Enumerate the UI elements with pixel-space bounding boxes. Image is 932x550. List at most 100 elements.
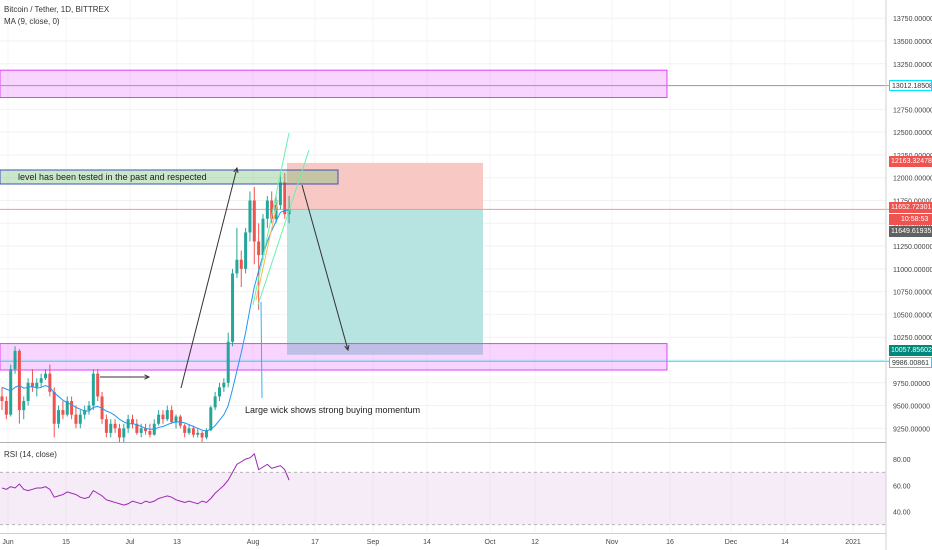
candle-body	[96, 373, 100, 397]
candle-body	[191, 428, 195, 435]
candle-body	[30, 382, 34, 388]
candle-body	[261, 218, 265, 256]
price-tick-label: 12000.00000	[893, 176, 932, 183]
time-axis[interactable]: Jun 15 Jul 13 Aug 17 Sep 14 Oct 12 Nov 16 Dec 14 2021	[2, 539, 861, 546]
target-price-label: 10057.85602	[889, 345, 932, 356]
candle-body	[187, 428, 191, 433]
time-tick-label: 2021	[845, 539, 861, 546]
time-tick-label: 17	[311, 539, 319, 546]
resistance-price-label: 13012.18508	[889, 80, 932, 91]
candle-body	[117, 428, 121, 438]
rsi-band	[0, 472, 886, 525]
price-tick-label: 13250.00000	[893, 62, 932, 69]
candle-body	[44, 373, 47, 379]
candle-body	[83, 410, 87, 415]
sideways-arrow-head	[144, 374, 151, 380]
rally-arrow	[180, 167, 238, 389]
time-tick-label: Jun	[2, 539, 13, 546]
candle-body	[183, 425, 187, 433]
price-tick-label: 11250.00000	[893, 244, 932, 251]
time-tick-label: Aug	[247, 539, 260, 546]
time-tick-label: Oct	[485, 539, 496, 546]
candle-body	[22, 400, 26, 411]
trend-line-steep	[252, 132, 290, 306]
ma-legend[interactable]: MA (9, close, 0)	[4, 17, 60, 26]
candle-body	[52, 391, 56, 424]
ma-price-label: 11649.61935	[889, 226, 932, 237]
candle-body	[17, 350, 21, 411]
candle-body	[4, 400, 8, 415]
stop-area	[287, 162, 483, 210]
trend-line-shallow	[257, 149, 310, 306]
time-tick-label: 16	[666, 539, 674, 546]
zones	[0, 69, 889, 371]
time-tick-label: 14	[423, 539, 431, 546]
candle-body	[222, 382, 226, 388]
price-tick-label: 10250.00000	[893, 335, 932, 342]
wick-note: Large wick shows strong buying momentum	[245, 405, 420, 415]
trade-setup	[0, 162, 889, 355]
candle-body	[178, 416, 182, 426]
price-tick-label: 13500.00000	[893, 39, 932, 46]
price-tick-label: 12750.00000	[893, 107, 932, 114]
countdown-label: 10:58:53	[889, 214, 932, 225]
candle-body	[70, 400, 74, 415]
time-tick-label: 12	[531, 539, 539, 546]
candle-body	[235, 259, 239, 274]
candle-body	[204, 430, 208, 438]
candle-body	[174, 416, 178, 422]
candle-body	[13, 350, 17, 370]
candle-body	[170, 410, 174, 422]
time-tick-label: 15	[62, 539, 70, 546]
fib-line	[255, 199, 279, 301]
candle-body	[122, 428, 126, 438]
entry-top-price-label: 12163.32478	[889, 156, 932, 167]
rsi-tick-label: 40.00	[893, 510, 911, 517]
price-tick-label: 10500.00000	[893, 312, 932, 319]
candle-body	[213, 396, 217, 408]
price-tick-label: 13750.00000	[893, 16, 932, 23]
drop-arrow	[301, 184, 349, 351]
candle-body	[244, 232, 248, 269]
candle-body	[231, 273, 235, 342]
candle-body	[226, 341, 230, 383]
candle-body	[274, 205, 278, 219]
time-tick-label: Dec	[725, 539, 738, 546]
candle-body	[144, 428, 148, 432]
current-price-label: 11652.72301	[889, 202, 932, 213]
candle-body	[131, 419, 134, 424]
candle-body	[257, 241, 261, 256]
candle-body	[278, 182, 282, 206]
candle-body	[239, 259, 243, 269]
level-note: level has been tested in the past and re…	[18, 172, 207, 182]
candle-body	[74, 414, 78, 424]
candle-body	[35, 382, 39, 388]
rsi-axis[interactable]: 80.00 60.00 40.00	[893, 457, 911, 517]
candle-body	[270, 200, 274, 219]
rsi-legend[interactable]: RSI (14, close)	[4, 450, 57, 459]
candle-body	[135, 423, 139, 433]
time-tick-label: 13	[173, 539, 181, 546]
drop-arrow-head	[344, 344, 350, 352]
support-price-label: 9986.00861	[889, 357, 932, 368]
time-tick-label: 14	[781, 539, 789, 546]
support-zone	[0, 343, 668, 371]
candle-body	[218, 387, 221, 397]
drawings	[0, 132, 350, 399]
time-tick-label: Sep	[367, 539, 380, 546]
time-tick-label: Jul	[126, 539, 135, 546]
candle-body	[113, 423, 117, 429]
candle-body	[104, 419, 108, 433]
candle-body	[91, 373, 95, 406]
candle-body	[48, 373, 52, 392]
rally-arrow-head	[233, 166, 239, 173]
candle-body	[26, 382, 30, 401]
candle-body	[148, 431, 152, 435]
candle-body	[109, 423, 113, 433]
candle-body	[157, 414, 161, 424]
symbol-title[interactable]: Bitcoin / Tether, 1D, BITTREX	[4, 5, 110, 14]
candle-body	[248, 200, 252, 233]
rsi-line	[1, 452, 290, 506]
candle-body	[0, 396, 4, 401]
